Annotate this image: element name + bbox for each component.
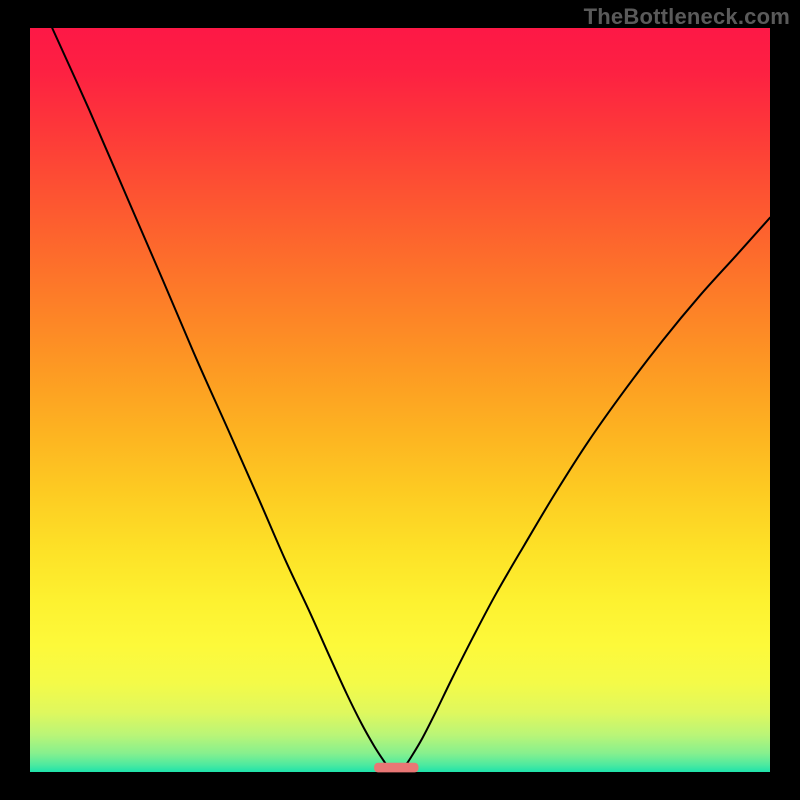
optimal-marker [374,763,418,773]
bottleneck-chart [0,0,800,800]
chart-background [30,28,770,772]
watermark-text: TheBottleneck.com [584,4,790,30]
chart-container: TheBottleneck.com [0,0,800,800]
